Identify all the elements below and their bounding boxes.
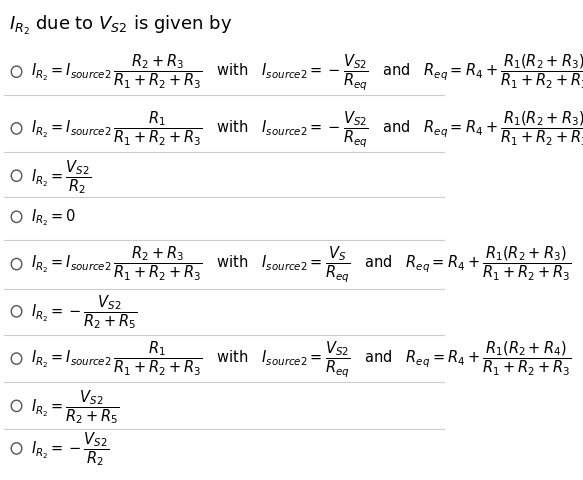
Text: $I_{R_2} = I_{source2}\,\dfrac{R_1}{R_1+R_2+R_3}$   with   $I_{source2} = -\dfra: $I_{R_2} = I_{source2}\,\dfrac{R_1}{R_1+…	[31, 109, 583, 149]
Text: $I_{R_2} = I_{source2}\,\dfrac{R_2+R_3}{R_1+R_2+R_3}$   with   $I_{source2} = \d: $I_{R_2} = I_{source2}\,\dfrac{R_2+R_3}{…	[31, 244, 571, 285]
Text: $I_{R_2} = -\dfrac{V_{S2}}{R_2+R_5}$: $I_{R_2} = -\dfrac{V_{S2}}{R_2+R_5}$	[31, 293, 138, 331]
Text: $I_{R_2}$ due to $V_{S2}$ is given by: $I_{R_2}$ due to $V_{S2}$ is given by	[9, 14, 231, 37]
Text: $I_{R_2} = 0$: $I_{R_2} = 0$	[31, 207, 76, 228]
Text: $I_{R_2} = \dfrac{V_{S2}}{R_2+R_5}$: $I_{R_2} = \dfrac{V_{S2}}{R_2+R_5}$	[31, 387, 120, 425]
Text: $I_{R_2} = I_{source2}\,\dfrac{R_2+R_3}{R_1+R_2+R_3}$   with   $I_{source2} = -\: $I_{R_2} = I_{source2}\,\dfrac{R_2+R_3}{…	[31, 52, 583, 93]
Text: $I_{R_2} = I_{source2}\,\dfrac{R_1}{R_1+R_2+R_3}$   with   $I_{source2} = \dfrac: $I_{R_2} = I_{source2}\,\dfrac{R_1}{R_1+…	[31, 339, 571, 379]
Text: $I_{R_2} = \dfrac{V_{S2}}{R_2}$: $I_{R_2} = \dfrac{V_{S2}}{R_2}$	[31, 157, 91, 195]
Text: $I_{R_2} = -\dfrac{V_{S2}}{R_2}$: $I_{R_2} = -\dfrac{V_{S2}}{R_2}$	[31, 430, 109, 468]
